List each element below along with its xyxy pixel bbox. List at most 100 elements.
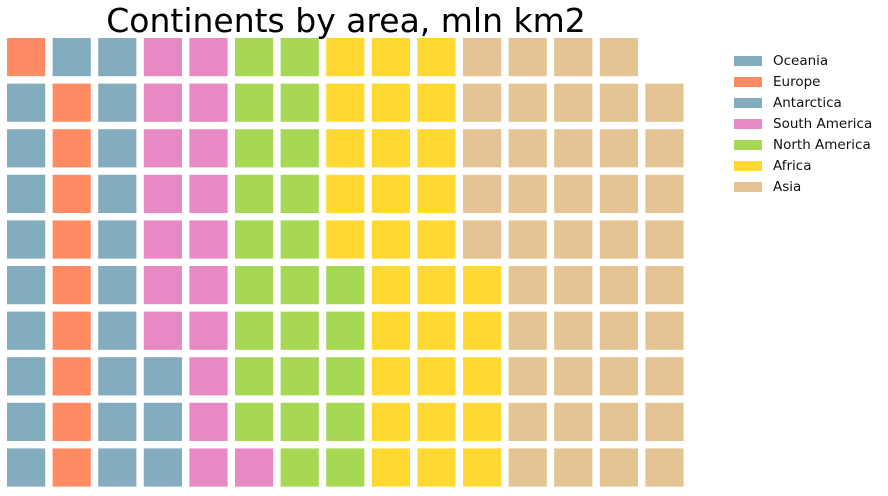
waffle-cell-south-america [189, 266, 228, 305]
legend-label-south-america: South America [773, 115, 873, 132]
waffle-cell-asia [645, 311, 684, 350]
waffle-cell-asia [599, 266, 638, 305]
waffle-cell-south-america [189, 83, 228, 122]
waffle-cell-asia [554, 38, 593, 77]
waffle-cell-asia [599, 220, 638, 259]
waffle-cell-asia [645, 83, 684, 122]
waffle-cell-asia [463, 174, 502, 213]
waffle-cell-asia [508, 38, 547, 77]
chart-title: Continents by area, mln km2 [106, 1, 586, 40]
waffle-cell-africa [371, 174, 410, 213]
waffle-cell-africa [417, 220, 456, 259]
waffle-cell-africa [371, 83, 410, 122]
waffle-cell-africa [371, 220, 410, 259]
waffle-cell-asia [508, 402, 547, 441]
waffle-cell-europe [52, 402, 91, 441]
waffle-cell-south-america [189, 38, 228, 77]
waffle-cell-antarctica [143, 448, 182, 487]
waffle-cell-europe [52, 311, 91, 350]
waffle-cell-north-america [326, 266, 365, 305]
waffle-chart [7, 38, 684, 487]
waffle-cell-asia [599, 129, 638, 168]
waffle-cell-africa [417, 311, 456, 350]
waffle-cell-north-america [235, 357, 274, 396]
waffle-cell-north-america [280, 129, 319, 168]
waffle-cell-africa [417, 129, 456, 168]
waffle-cell-asia [645, 266, 684, 305]
waffle-cell-antarctica [98, 174, 137, 213]
legend-item-asia: Asia [734, 176, 872, 197]
waffle-cell-south-america [143, 83, 182, 122]
waffle-cell-north-america [280, 402, 319, 441]
waffle-cell-north-america [235, 311, 274, 350]
waffle-cell-asia [554, 174, 593, 213]
waffle-cell-asia [508, 311, 547, 350]
waffle-cell-south-america [189, 357, 228, 396]
waffle-cell-asia [508, 266, 547, 305]
waffle-cell-north-america [280, 357, 319, 396]
waffle-cell-africa [371, 357, 410, 396]
waffle-cell-north-america [280, 448, 319, 487]
waffle-cell-africa [463, 448, 502, 487]
waffle-cell-south-america [189, 220, 228, 259]
waffle-cell-south-america [143, 129, 182, 168]
waffle-cell-north-america [280, 83, 319, 122]
waffle-cell-antarctica [98, 357, 137, 396]
waffle-cell-north-america [235, 38, 274, 77]
waffle-cell-antarctica [98, 129, 137, 168]
waffle-cell-south-america [143, 38, 182, 77]
waffle-cell-oceania [7, 174, 46, 213]
waffle-cell-asia [508, 174, 547, 213]
legend-swatch-europe [734, 76, 762, 87]
waffle-cell-antarctica [143, 402, 182, 441]
waffle-cell-antarctica [98, 448, 137, 487]
waffle-cell-africa [371, 266, 410, 305]
waffle-cell-north-america [280, 266, 319, 305]
legend-label-asia: Asia [773, 178, 802, 195]
waffle-cell-south-america [143, 311, 182, 350]
waffle-cell-asia [554, 311, 593, 350]
waffle-cell-south-america [143, 266, 182, 305]
legend-label-europe: Europe [773, 73, 821, 90]
waffle-cell-north-america [280, 174, 319, 213]
waffle-cell-asia [554, 220, 593, 259]
waffle-cell-north-america [326, 448, 365, 487]
waffle-cell-europe [52, 448, 91, 487]
waffle-cell-north-america [280, 220, 319, 259]
waffle-cell-antarctica [52, 38, 91, 77]
legend-item-africa: Africa [734, 155, 872, 176]
legend-swatch-asia [734, 181, 762, 192]
waffle-cell-asia [599, 38, 638, 77]
waffle-cell-africa [371, 448, 410, 487]
legend-item-oceania: Oceania [734, 50, 872, 71]
waffle-cell-north-america [235, 402, 274, 441]
legend-swatch-south-america [734, 118, 762, 129]
waffle-cell-africa [463, 311, 502, 350]
waffle-cell-asia [645, 129, 684, 168]
waffle-cell-south-america [189, 129, 228, 168]
waffle-cell-asia [645, 174, 684, 213]
waffle-cell-asia [599, 402, 638, 441]
waffle-cell-asia [554, 129, 593, 168]
waffle-cell-oceania [7, 83, 46, 122]
waffle-cell-oceania [7, 357, 46, 396]
waffle-cell-north-america [280, 38, 319, 77]
waffle-cell-south-america [143, 220, 182, 259]
legend-swatch-north-america [734, 139, 762, 150]
waffle-cell-asia [463, 220, 502, 259]
waffle-cell-europe [52, 220, 91, 259]
waffle-cell-europe [52, 357, 91, 396]
waffle-cell-africa [463, 266, 502, 305]
waffle-cell-north-america [235, 129, 274, 168]
waffle-cell-oceania [7, 129, 46, 168]
waffle-cell-africa [417, 402, 456, 441]
waffle-cell-north-america [326, 402, 365, 441]
waffle-cell-africa [371, 129, 410, 168]
waffle-cell-europe [52, 174, 91, 213]
waffle-cell-antarctica [98, 311, 137, 350]
waffle-cell-antarctica [98, 83, 137, 122]
waffle-cell-asia [599, 448, 638, 487]
legend-item-south-america: South America [734, 113, 872, 134]
waffle-cell-asia [645, 357, 684, 396]
waffle-cell-africa [326, 174, 365, 213]
